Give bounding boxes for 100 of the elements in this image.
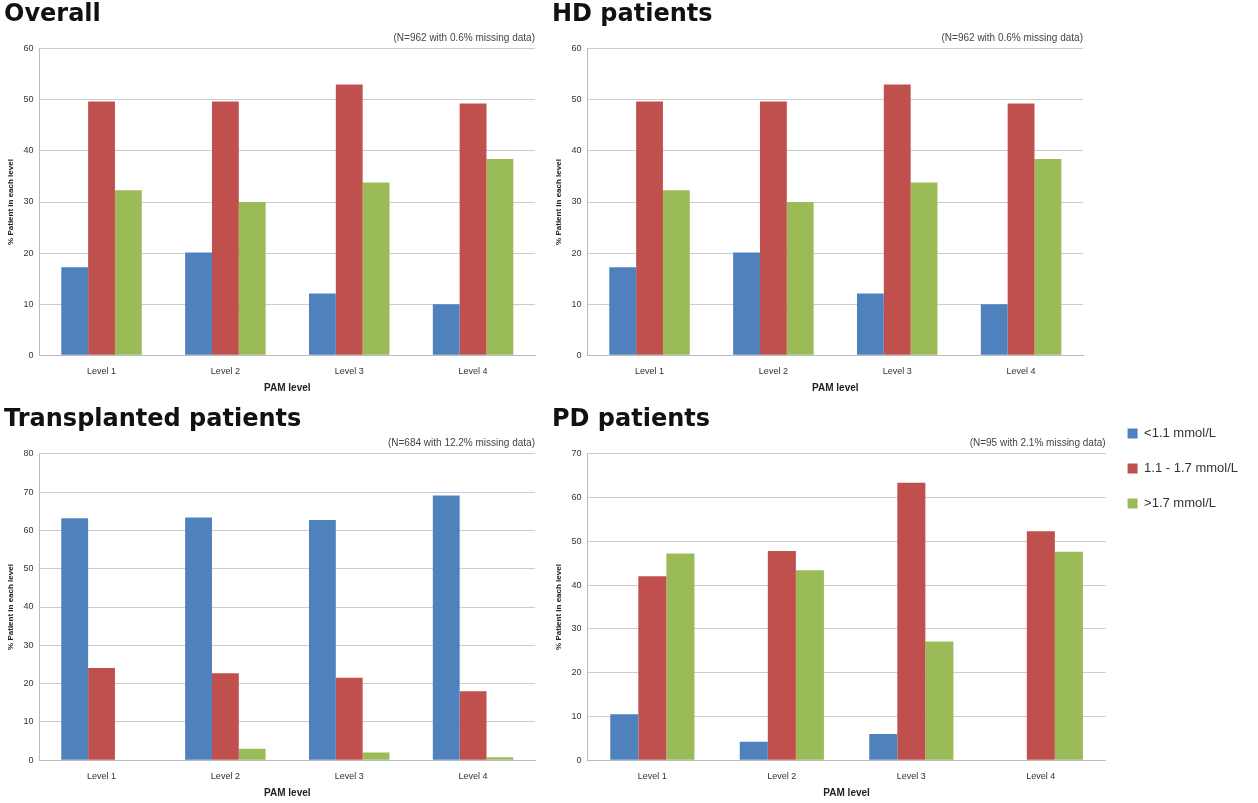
y-tick-label: 20 — [571, 247, 582, 258]
y-tick-label: 70 — [23, 486, 34, 497]
y-tick-label: 40 — [23, 145, 34, 156]
bar — [897, 482, 926, 760]
y-tick-label: 50 — [23, 563, 34, 574]
bar — [1007, 103, 1035, 355]
x-tick-label: Level 2 — [210, 771, 240, 782]
y-tick-label: 10 — [23, 298, 34, 309]
x-axis-title: PAM level — [264, 786, 311, 798]
bar — [486, 159, 514, 355]
x-tick-label: Level 3 — [334, 366, 364, 377]
y-tick-label: 0 — [576, 349, 582, 360]
bar — [308, 520, 336, 760]
legend-label: <1.1 mmol/L — [1144, 425, 1216, 441]
y-tick-label: 40 — [571, 579, 582, 590]
x-tick-label: Level 2 — [758, 366, 788, 377]
x-axis-title: PAM level — [823, 786, 871, 798]
chart-title: Overall — [4, 0, 101, 27]
bar — [786, 202, 814, 355]
y-tick-label: 30 — [571, 623, 582, 634]
bar — [759, 101, 787, 355]
bar — [335, 84, 363, 355]
bar — [666, 553, 695, 760]
bar — [486, 757, 514, 760]
legend-label: 1.1 - 1.7 mmol/L — [1144, 460, 1239, 476]
bar — [432, 495, 460, 760]
bar — [459, 103, 487, 355]
bar — [1034, 159, 1062, 355]
y-tick-label: 60 — [571, 43, 582, 54]
bar — [856, 293, 884, 355]
bar — [609, 267, 637, 355]
x-tick-label: Level 4 — [1026, 771, 1056, 782]
y-tick-label: 60 — [571, 492, 582, 503]
chart-title: HD patients — [552, 0, 713, 27]
bar — [61, 267, 89, 355]
bar — [335, 677, 363, 760]
y-tick-label: 10 — [23, 716, 34, 727]
bar — [767, 550, 796, 760]
bar — [185, 517, 212, 760]
bar — [925, 641, 954, 760]
y-tick-label: 80 — [23, 448, 34, 459]
y-tick-label: 30 — [23, 196, 34, 207]
bar — [362, 752, 390, 760]
x-axis-title: PAM level — [264, 381, 311, 393]
bar — [636, 101, 663, 355]
x-tick-label: Level 2 — [767, 771, 797, 782]
bar — [308, 293, 336, 355]
bar — [733, 252, 760, 355]
y-axis-title: % Patient in each level — [554, 564, 563, 650]
legend-label: >1.7 mmol/L — [1144, 495, 1216, 511]
y-tick-label: 50 — [571, 94, 582, 105]
x-tick-label: Level 3 — [896, 771, 926, 782]
y-axis-title: % Patient in each level — [554, 159, 563, 245]
bar — [1026, 531, 1055, 760]
y-tick-label: 50 — [23, 94, 34, 105]
y-tick-label: 10 — [571, 710, 582, 721]
y-tick-label: 0 — [28, 349, 34, 360]
x-tick-label: Level 4 — [1006, 366, 1036, 377]
bar — [238, 202, 266, 355]
bar — [883, 84, 911, 355]
bar — [362, 182, 390, 355]
bar — [211, 673, 239, 760]
y-tick-label: 60 — [23, 43, 34, 54]
y-tick-label: 0 — [28, 754, 34, 765]
bar — [795, 570, 824, 760]
x-tick-label: Level 1 — [87, 771, 117, 782]
chart-subtitle: (N=684 with 12.2% missing data) — [387, 436, 535, 448]
chart-subtitle: (N=962 with 0.6% missing data) — [393, 31, 535, 43]
y-tick-label: 60 — [23, 524, 34, 535]
x-tick-label: Level 3 — [882, 366, 912, 377]
x-tick-label: Level 1 — [635, 366, 665, 377]
x-tick-label: Level 3 — [334, 771, 364, 782]
bar — [459, 691, 487, 760]
bar — [1054, 551, 1083, 760]
bar — [910, 182, 938, 355]
bar — [211, 101, 239, 355]
y-tick-label: 30 — [23, 639, 34, 650]
bar — [114, 190, 142, 355]
y-axis-title: % Patient in each level — [6, 564, 15, 650]
chart-subtitle: (N=95 with 2.1% missing data) — [969, 436, 1106, 448]
bar — [88, 667, 115, 760]
x-tick-label: Level 1 — [87, 366, 117, 377]
chart-title: PD patients — [552, 403, 711, 432]
y-tick-label: 20 — [571, 667, 582, 678]
y-tick-label: 30 — [571, 196, 582, 207]
bar — [869, 733, 898, 760]
x-tick-label: Level 4 — [458, 366, 488, 377]
bar — [662, 190, 690, 355]
x-tick-label: Level 4 — [458, 771, 488, 782]
bar — [185, 252, 212, 355]
y-tick-label: 10 — [571, 298, 582, 309]
y-tick-label: 0 — [576, 754, 582, 765]
x-tick-label: Level 1 — [637, 771, 667, 782]
bar — [980, 304, 1008, 355]
bar — [238, 748, 266, 760]
y-tick-label: 40 — [23, 601, 34, 612]
bar — [739, 741, 768, 760]
y-tick-label: 20 — [23, 247, 34, 258]
x-axis-title: PAM level — [812, 381, 859, 393]
y-tick-label: 40 — [571, 145, 582, 156]
